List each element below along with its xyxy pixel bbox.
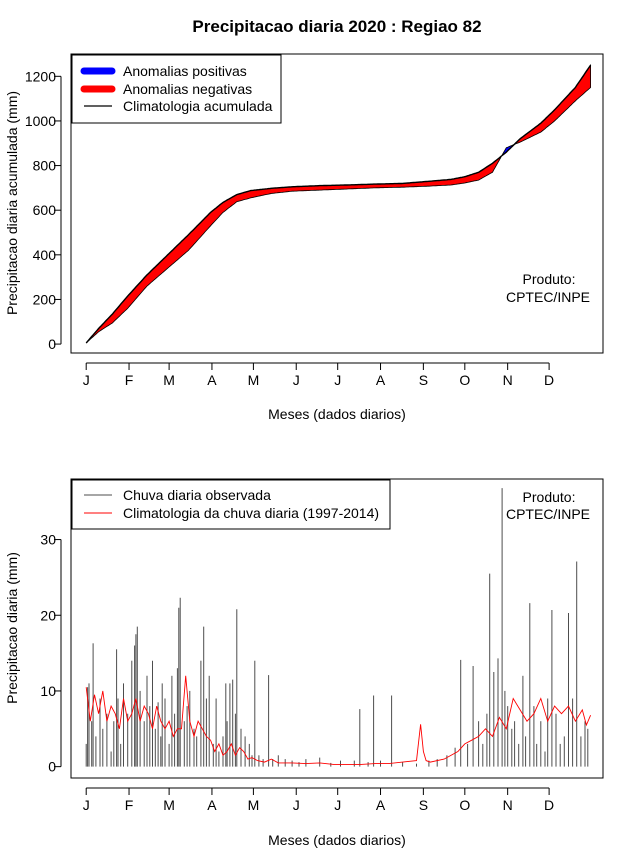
x-axis-label-top: Meses (dados diarios) [268, 406, 406, 422]
top-y-tick-label: 1200 [25, 68, 56, 84]
top-x-tick-label: M [163, 372, 175, 388]
bottom-x-tick-label: J [334, 797, 341, 813]
product-label-line1-bottom: Produto: [523, 489, 576, 505]
cumulative-marks [85, 63, 592, 344]
top-x-tick-label: A [207, 372, 217, 388]
top-x-tick-label: O [459, 372, 470, 388]
legend-top: Anomalias positivas Anomalias negativas … [71, 54, 282, 124]
bottom-x-tick-label: J [83, 797, 90, 813]
plot-frame-top [70, 53, 604, 354]
bottom-x-tick-label: D [544, 797, 554, 813]
top-y-tick-label: 1000 [25, 113, 56, 129]
bottom-x-tick-label: F [125, 797, 134, 813]
daily-precipitation-panel: J F M A M J J A S O N D 0 10 20 30 Meses (dados diarios… [4, 478, 604, 848]
climatology-daily-line [85, 675, 592, 765]
top-x-tick-label: D [544, 372, 554, 388]
top-x-tick-label: N [503, 372, 513, 388]
product-label-line2-top: CPTEC/INPE [506, 289, 590, 305]
product-label-line1-top: Produto: [523, 271, 576, 287]
top-x-tick-label: J [334, 372, 341, 388]
daily-marks [85, 488, 592, 767]
x-axis-label-bottom: Meses (dados diarios) [268, 832, 406, 848]
top-y-tick-label: 600 [33, 202, 57, 218]
top-x-tick-label: J [83, 372, 90, 388]
top-y-tick-label: 400 [33, 247, 57, 263]
top-y-tick-label: 200 [33, 291, 57, 307]
legend-label-climatology: Climatologia acumulada [123, 98, 273, 114]
bottom-y-tick-label: 0 [48, 759, 56, 775]
legend-bottom: Chuva diaria observada Climatologia da c… [71, 479, 391, 530]
bottom-x-tick-label: M [248, 797, 260, 813]
bottom-x-tick-label: S [419, 797, 428, 813]
top-x-tick-label: F [125, 372, 134, 388]
legend-label-negative: Anomalias negativas [123, 81, 252, 97]
top-x-tick-label: M [248, 372, 260, 388]
legend-label-positive: Anomalias positivas [123, 63, 247, 79]
bottom-x-tick-label: A [207, 797, 217, 813]
product-label-line2-bottom: CPTEC/INPE [506, 506, 590, 522]
climatology-cumulative-line [85, 64, 592, 344]
bottom-x-tick-label: O [459, 797, 470, 813]
y-axis-label-top: Precipitacao diaria acumulada (mm) [4, 91, 20, 315]
bottom-y-tick-label: 10 [40, 683, 56, 699]
bottom-x-tick-label: N [503, 797, 513, 813]
negative-anomaly-area [85, 155, 502, 344]
figure-title: Precipitacao diaria 2020 : Regiao 82 [192, 17, 481, 36]
top-y-tick-label: 0 [48, 336, 56, 352]
legend-label-climatology-daily: Climatologia da chuva diaria (1997-2014) [123, 505, 379, 521]
cumulative-axes: J F M A M J J A S O N D 0 200 400 600 800 1000 1200 [25, 68, 554, 388]
bottom-y-tick-label: 30 [40, 532, 56, 548]
y-axis-label-bottom: Precipitacao diaria (mm) [4, 552, 20, 704]
top-x-tick-label: J [293, 372, 300, 388]
plot-frame-bottom [70, 478, 604, 779]
top-y-tick-label: 800 [33, 158, 57, 174]
legend-label-observed: Chuva diaria observada [123, 487, 271, 503]
top-x-tick-label: S [419, 372, 428, 388]
negative-anomaly-area [512, 63, 591, 147]
bottom-x-tick-label: M [163, 797, 175, 813]
bottom-y-tick-label: 20 [40, 607, 56, 623]
top-x-tick-label: A [376, 372, 386, 388]
bottom-x-tick-label: J [293, 797, 300, 813]
bottom-x-tick-label: A [376, 797, 386, 813]
daily-axes: J F M A M J J A S O N D 0 10 20 30 [40, 532, 554, 813]
legend-box-bottom [71, 479, 391, 530]
cumulative-precipitation-panel: J F M A M J J A S O N D 0 200 400 600 800 1000 1200 Meses … [4, 53, 604, 422]
